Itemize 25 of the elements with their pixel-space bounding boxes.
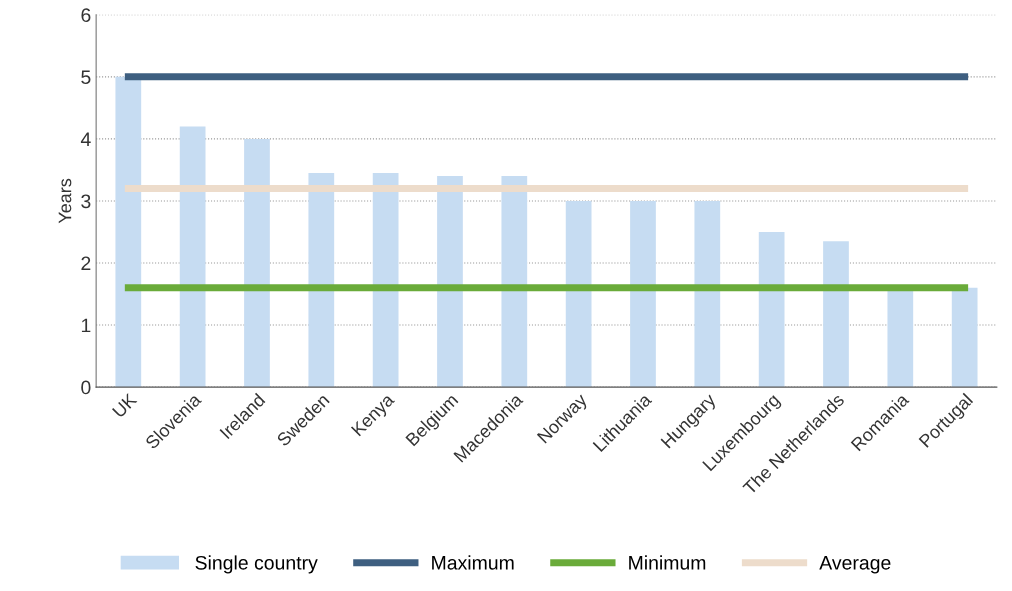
bar — [823, 241, 849, 388]
y-tick-label: 3 — [81, 194, 91, 209]
legend-label: Maximum — [432, 555, 514, 570]
bar — [630, 200, 656, 388]
y-tick-label: 1 — [81, 318, 91, 333]
legend-label: Single country — [195, 555, 318, 574]
bar — [179, 126, 206, 388]
legend-label: Average — [819, 556, 891, 574]
bar — [951, 287, 978, 388]
bar — [372, 173, 399, 388]
y-tick-label: 4 — [80, 132, 91, 146]
bar — [437, 176, 463, 388]
bar — [308, 173, 335, 388]
y-tick-label: 5 — [81, 70, 91, 85]
y-tick-label: 0 — [81, 380, 91, 395]
bar — [694, 200, 721, 388]
bar — [758, 231, 785, 388]
y-tick-label: 6 — [81, 8, 91, 23]
bar — [115, 76, 142, 388]
y-axis-title: Years — [58, 178, 72, 224]
bar — [565, 200, 592, 388]
legend-label: Minimum — [629, 555, 706, 570]
y-tick-label: 2 — [81, 256, 91, 271]
x-tick-label: UK — [112, 392, 138, 419]
bar — [501, 176, 528, 388]
